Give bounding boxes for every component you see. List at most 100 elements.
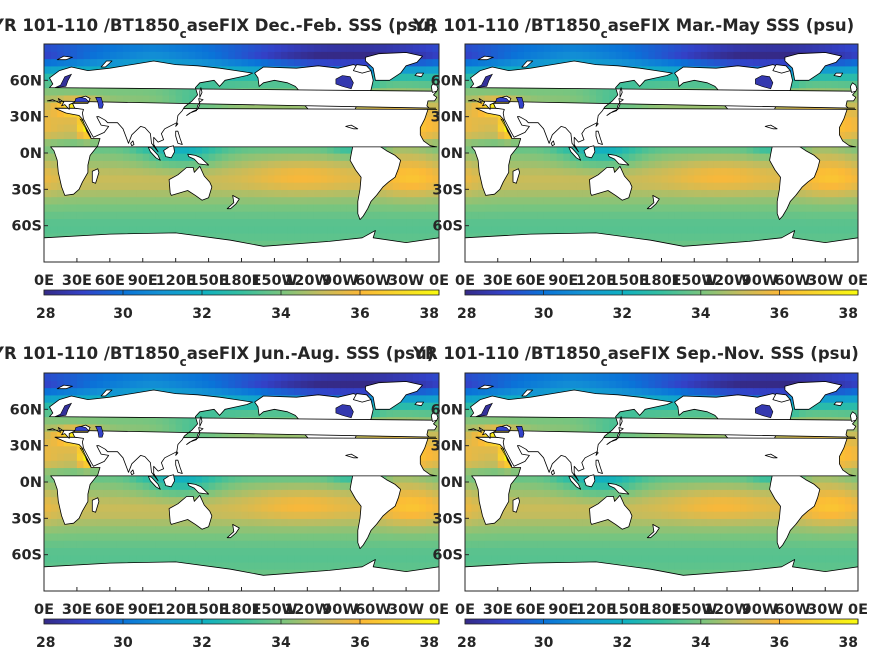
sss-cell [379,525,387,534]
land-greenland [365,52,423,81]
sss-cell [622,225,630,234]
sss-cell [346,232,355,241]
sss-cell [57,540,65,548]
sss-cell [471,189,479,198]
sss-cell [90,482,98,490]
sss-cell [844,232,853,241]
sss-cell [713,189,722,198]
sss-cell [44,116,52,125]
sss-cell [504,182,512,190]
sss-cell [340,167,348,176]
sss-cell [799,80,807,89]
sss-cell [360,547,368,556]
sss-cell [576,160,584,169]
sss-cell [543,189,551,198]
sss-cell [406,482,414,490]
sss-cell [281,80,289,89]
sss-cell [155,554,164,563]
sss-cell [149,511,157,519]
sss-cell [707,182,715,190]
sss-cell [202,80,210,89]
sss-cell [50,540,58,548]
sss-cell [674,167,682,176]
sss-cell [221,160,229,169]
sss-cell [50,518,58,527]
sss-cell [425,503,434,512]
sss-cell [753,153,761,161]
sss-cell [70,44,78,52]
sss-cell [406,189,414,198]
sss-cell [123,189,131,198]
sss-cell [641,211,649,219]
sss-cell [844,189,853,198]
sss-cell [307,554,315,563]
sss-cell [313,58,322,67]
sss-cell [425,182,434,190]
sss-cell [208,58,216,67]
sss-cell [353,225,361,234]
sss-cell [851,196,858,205]
sss-cell [366,203,374,212]
sss-cell [44,467,52,476]
sss-cell [234,547,243,556]
sss-cell [805,203,813,212]
sss-cell [668,182,676,190]
sss-cell [465,123,473,132]
x-tick-label: 60E [95,273,125,289]
sss-cell [221,80,229,89]
sss-cell [563,189,571,198]
sss-cell [772,58,780,67]
sss-cell [746,58,754,67]
sss-cell [628,232,636,241]
x-tick-label: 60W [774,273,810,289]
sss-cell [465,145,473,154]
sss-cell [208,540,216,548]
sss-cell [510,182,518,190]
sss-cell [281,174,289,183]
sss-cell [510,51,518,60]
sss-cell [300,160,308,169]
sss-cell [523,218,532,227]
sss-cell [766,189,774,198]
sss-cell [162,518,170,527]
sss-cell [228,518,236,527]
sss-cell [432,225,439,234]
sss-cell [543,218,551,227]
sss-cell [543,94,551,103]
sss-cell [465,65,473,74]
sss-cell [123,44,131,52]
sss-cell [63,540,71,548]
sss-cell [96,503,104,512]
sss-cell [248,145,256,154]
sss-cell [661,73,669,81]
sss-cell [733,44,741,52]
sss-cell [399,489,407,498]
sss-cell [241,196,249,205]
sss-cell [654,232,663,241]
sss-cell [83,44,91,52]
sss-cell [759,174,767,183]
sss-cell [267,489,276,498]
sss-cell [838,145,846,154]
sss-cell [537,174,545,183]
sss-cell [851,218,858,227]
sss-cell [602,211,610,219]
sss-cell [169,51,177,60]
sss-cell [123,525,131,534]
sss-cell [569,218,577,227]
sss-cell [123,489,131,498]
sss-cell [746,196,754,205]
sss-cell [116,87,124,96]
sss-cell [57,138,65,147]
sss-cell [195,547,203,556]
sss-cell [215,153,223,161]
sss-cell [313,496,322,505]
sss-cell [248,196,256,205]
sss-cell [661,196,669,205]
sss-cell [320,540,328,548]
sss-cell [169,160,177,169]
sss-cell [287,511,295,519]
x-tick-label: 180E [221,273,261,289]
sss-cell [700,167,708,176]
sss-cell [261,240,269,249]
